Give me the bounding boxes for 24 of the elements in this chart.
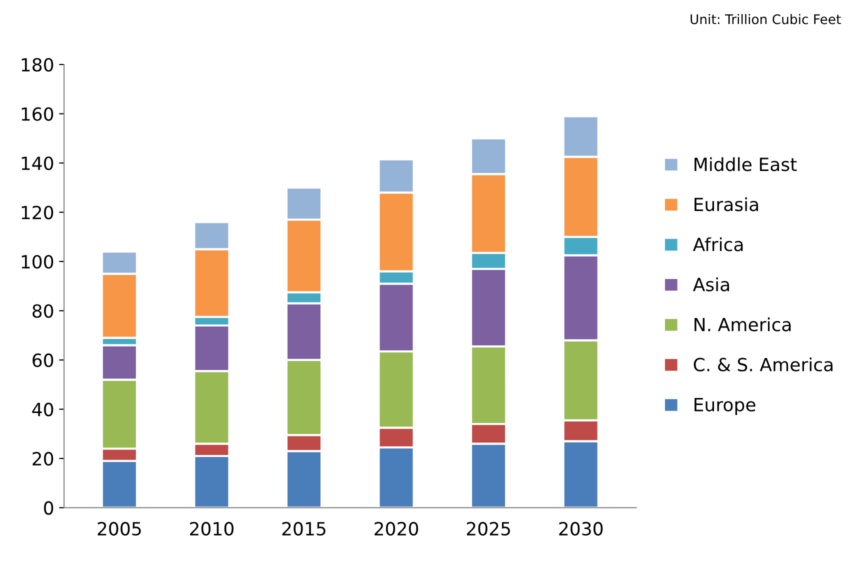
legend-label: C. & S. America <box>694 357 832 372</box>
y-tick-label: 140 <box>22 156 54 170</box>
y-tick-label: 60 <box>32 353 54 368</box>
x-tick-label: 2030 <box>559 522 603 536</box>
y-tick-label: 160 <box>22 107 54 121</box>
x-tick-label: 2025 <box>466 522 510 536</box>
x-tick-label: 2015 <box>282 522 326 536</box>
y-tick-label: 100 <box>22 254 54 269</box>
legend-label: N. America <box>694 317 791 332</box>
y-tick-label: 40 <box>32 402 54 416</box>
legend-label: Middle East <box>694 157 797 172</box>
y-tick-label: 120 <box>22 206 54 220</box>
y-tick-label: 20 <box>32 452 54 466</box>
y-tick-label: 80 <box>32 304 54 318</box>
legend-label: Africa <box>692 237 743 252</box>
legend-label: Asia <box>692 277 730 292</box>
text: Unit: Trillion Cubic Feet <box>690 14 841 24</box>
x-tick-label: 2005 <box>98 522 141 536</box>
y-tick-label: 0 <box>44 501 54 515</box>
x-tick-label: 2010 <box>190 522 234 536</box>
legend-label: Europe <box>694 398 756 415</box>
legend-label: Eurasia <box>694 197 758 212</box>
y-tick-label: 180 <box>22 58 54 72</box>
x-tick-label: 2020 <box>374 522 418 536</box>
